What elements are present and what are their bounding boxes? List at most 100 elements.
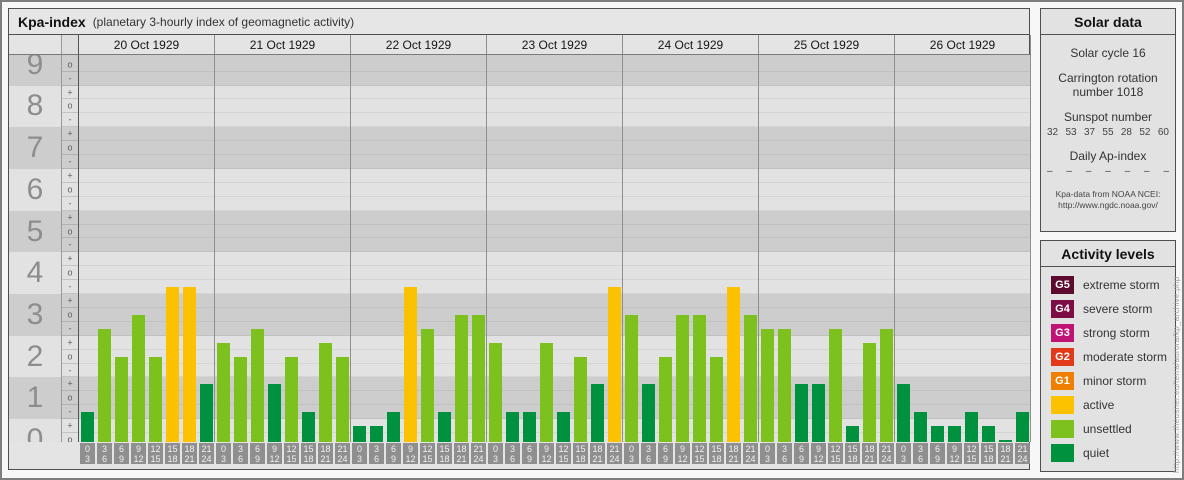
date-header: 25 Oct 1929 <box>759 35 895 54</box>
y-subtick-14: - <box>68 239 72 250</box>
kp-bar-0+ <box>846 426 859 442</box>
y-subtick-3: o <box>67 392 73 403</box>
legend-swatch-g1: G1 <box>1051 372 1074 390</box>
date-header: 23 Oct 1929 <box>487 35 623 54</box>
kp-third-gridline <box>79 126 1031 128</box>
legend-label: severe storm <box>1083 302 1153 316</box>
y-axis-label-9: 9 <box>26 55 44 81</box>
kp-third-gridline <box>79 195 1031 197</box>
daily-ap-label: Daily Ap-index <box>1069 149 1147 163</box>
kp-bar-3o <box>744 314 757 442</box>
axis-header-spacer <box>9 35 61 55</box>
kp-third-gridline <box>62 418 78 420</box>
kp-third-gridline <box>62 306 78 308</box>
y-subtick-22: + <box>67 128 73 139</box>
sunspot-value: 37 <box>1083 127 1096 138</box>
kp-third-gridline <box>79 279 1031 281</box>
kp-third-gridline <box>62 140 78 142</box>
legend-swatch-g3: G3 <box>1051 324 1074 342</box>
y-axis-label-1: 1 <box>26 381 44 415</box>
kp-bar-2o <box>336 356 349 442</box>
kp-bar-1- <box>506 412 519 442</box>
credit-line-1: Kpa-data from NOAA NCEI: <box>1055 189 1161 199</box>
kp-bar-4- <box>608 287 621 442</box>
y-axis-label-0: 0 <box>26 423 44 443</box>
plot-area <box>79 55 1031 442</box>
kp-third-gridline <box>62 167 78 169</box>
kp-band-3 <box>62 294 78 336</box>
kp-third-gridline <box>79 376 1031 378</box>
kp-third-gridline <box>79 306 1031 308</box>
legend-label: quiet <box>1083 446 1110 460</box>
legend-swatch-g5: G5 <box>1051 276 1074 294</box>
y-subtick-27: o <box>67 59 73 70</box>
solar-data-title: Solar data <box>1041 9 1175 35</box>
hour-bin-label-18-21: 18 21 <box>318 443 333 464</box>
hour-bin-label-21-24: 21 24 <box>335 443 350 464</box>
kp-bar-2+ <box>489 342 502 442</box>
kp-third-gridline <box>79 265 1031 267</box>
kp-bar-2+ <box>217 342 230 442</box>
y-subtick-11: - <box>68 281 72 292</box>
kp-third-gridline <box>79 167 1031 169</box>
kp-bar-1+ <box>268 384 281 442</box>
kp-third-gridline <box>62 223 78 225</box>
hour-bin-label-21-24: 21 24 <box>1015 443 1030 464</box>
kp-third-gridline <box>62 84 78 86</box>
kp-band-5 <box>79 210 1031 253</box>
kp-bar-2+ <box>319 342 332 442</box>
kp-third-gridline <box>79 209 1031 211</box>
y-subtick-5: - <box>68 365 72 375</box>
y-subtick-21: o <box>67 142 73 153</box>
legend-item-strong-storm: G3 strong storm <box>1051 321 1175 345</box>
y-subtick-26: - <box>68 73 72 84</box>
kp-band-4 <box>9 252 61 295</box>
kp-bar-3o <box>676 314 689 442</box>
credit-line-2: http://www.ngdc.noaa.gov/ <box>1058 200 1158 210</box>
hour-bin-label-9-12: 9 12 <box>539 443 554 464</box>
kp-third-gridline <box>62 98 78 100</box>
kp-third-gridline <box>62 154 78 156</box>
kp-third-gridline <box>79 293 1031 295</box>
legend-label: unsettled <box>1083 422 1132 436</box>
legend-swatch-g4: G4 <box>1051 300 1074 318</box>
kp-band-7 <box>79 127 1031 169</box>
kp-third-gridline <box>62 265 78 267</box>
kp-bar-0+ <box>370 426 383 442</box>
legend-swatch-unsettled <box>1051 420 1074 438</box>
kp-bar-1- <box>1016 412 1029 442</box>
hour-bin-label-18-21: 18 21 <box>590 443 605 464</box>
kp-bar-2o <box>710 356 723 442</box>
kp-third-gridline <box>79 251 1031 253</box>
date-header: 26 Oct 1929 <box>895 35 1031 54</box>
y-axis-label-2: 2 <box>26 339 44 373</box>
kp-band-7 <box>62 127 78 169</box>
kp-index-chart-panel: Kpa-index (planetary 3-hourly index of g… <box>8 8 1031 470</box>
hour-bin-label-21-24: 21 24 <box>743 443 758 464</box>
y-axis-numerals: 9 8 7 6 5 4 3 2 1 0 <box>9 55 61 442</box>
kp-third-gridline <box>62 70 78 72</box>
kp-bar-3- <box>829 328 842 442</box>
kp-bar-3- <box>778 328 791 442</box>
legend-item-minor-storm: G1 minor storm <box>1051 369 1175 393</box>
sunspot-value: 28 <box>1120 127 1132 138</box>
legend-label: minor storm <box>1083 374 1147 388</box>
kp-third-gridline <box>62 209 78 211</box>
kp-band-1 <box>9 377 61 420</box>
legend-item-moderate-storm: G2 moderate storm <box>1051 345 1175 369</box>
hour-bin-label-21-24: 21 24 <box>199 443 214 464</box>
y-subtick-12: o <box>67 267 73 278</box>
kp-third-gridline <box>79 98 1031 100</box>
legend-list: G5 extreme storm G4 severe storm G3 strong st… <box>1041 267 1175 465</box>
hour-bin-label-12-15: 12 15 <box>692 443 707 464</box>
y-subtick-18: o <box>67 184 73 195</box>
kp-bar-3o <box>625 314 638 442</box>
kp-third-gridline <box>79 432 1031 434</box>
kp-third-gridline <box>62 404 78 406</box>
hour-bin-label-21-24: 21 24 <box>471 443 486 464</box>
